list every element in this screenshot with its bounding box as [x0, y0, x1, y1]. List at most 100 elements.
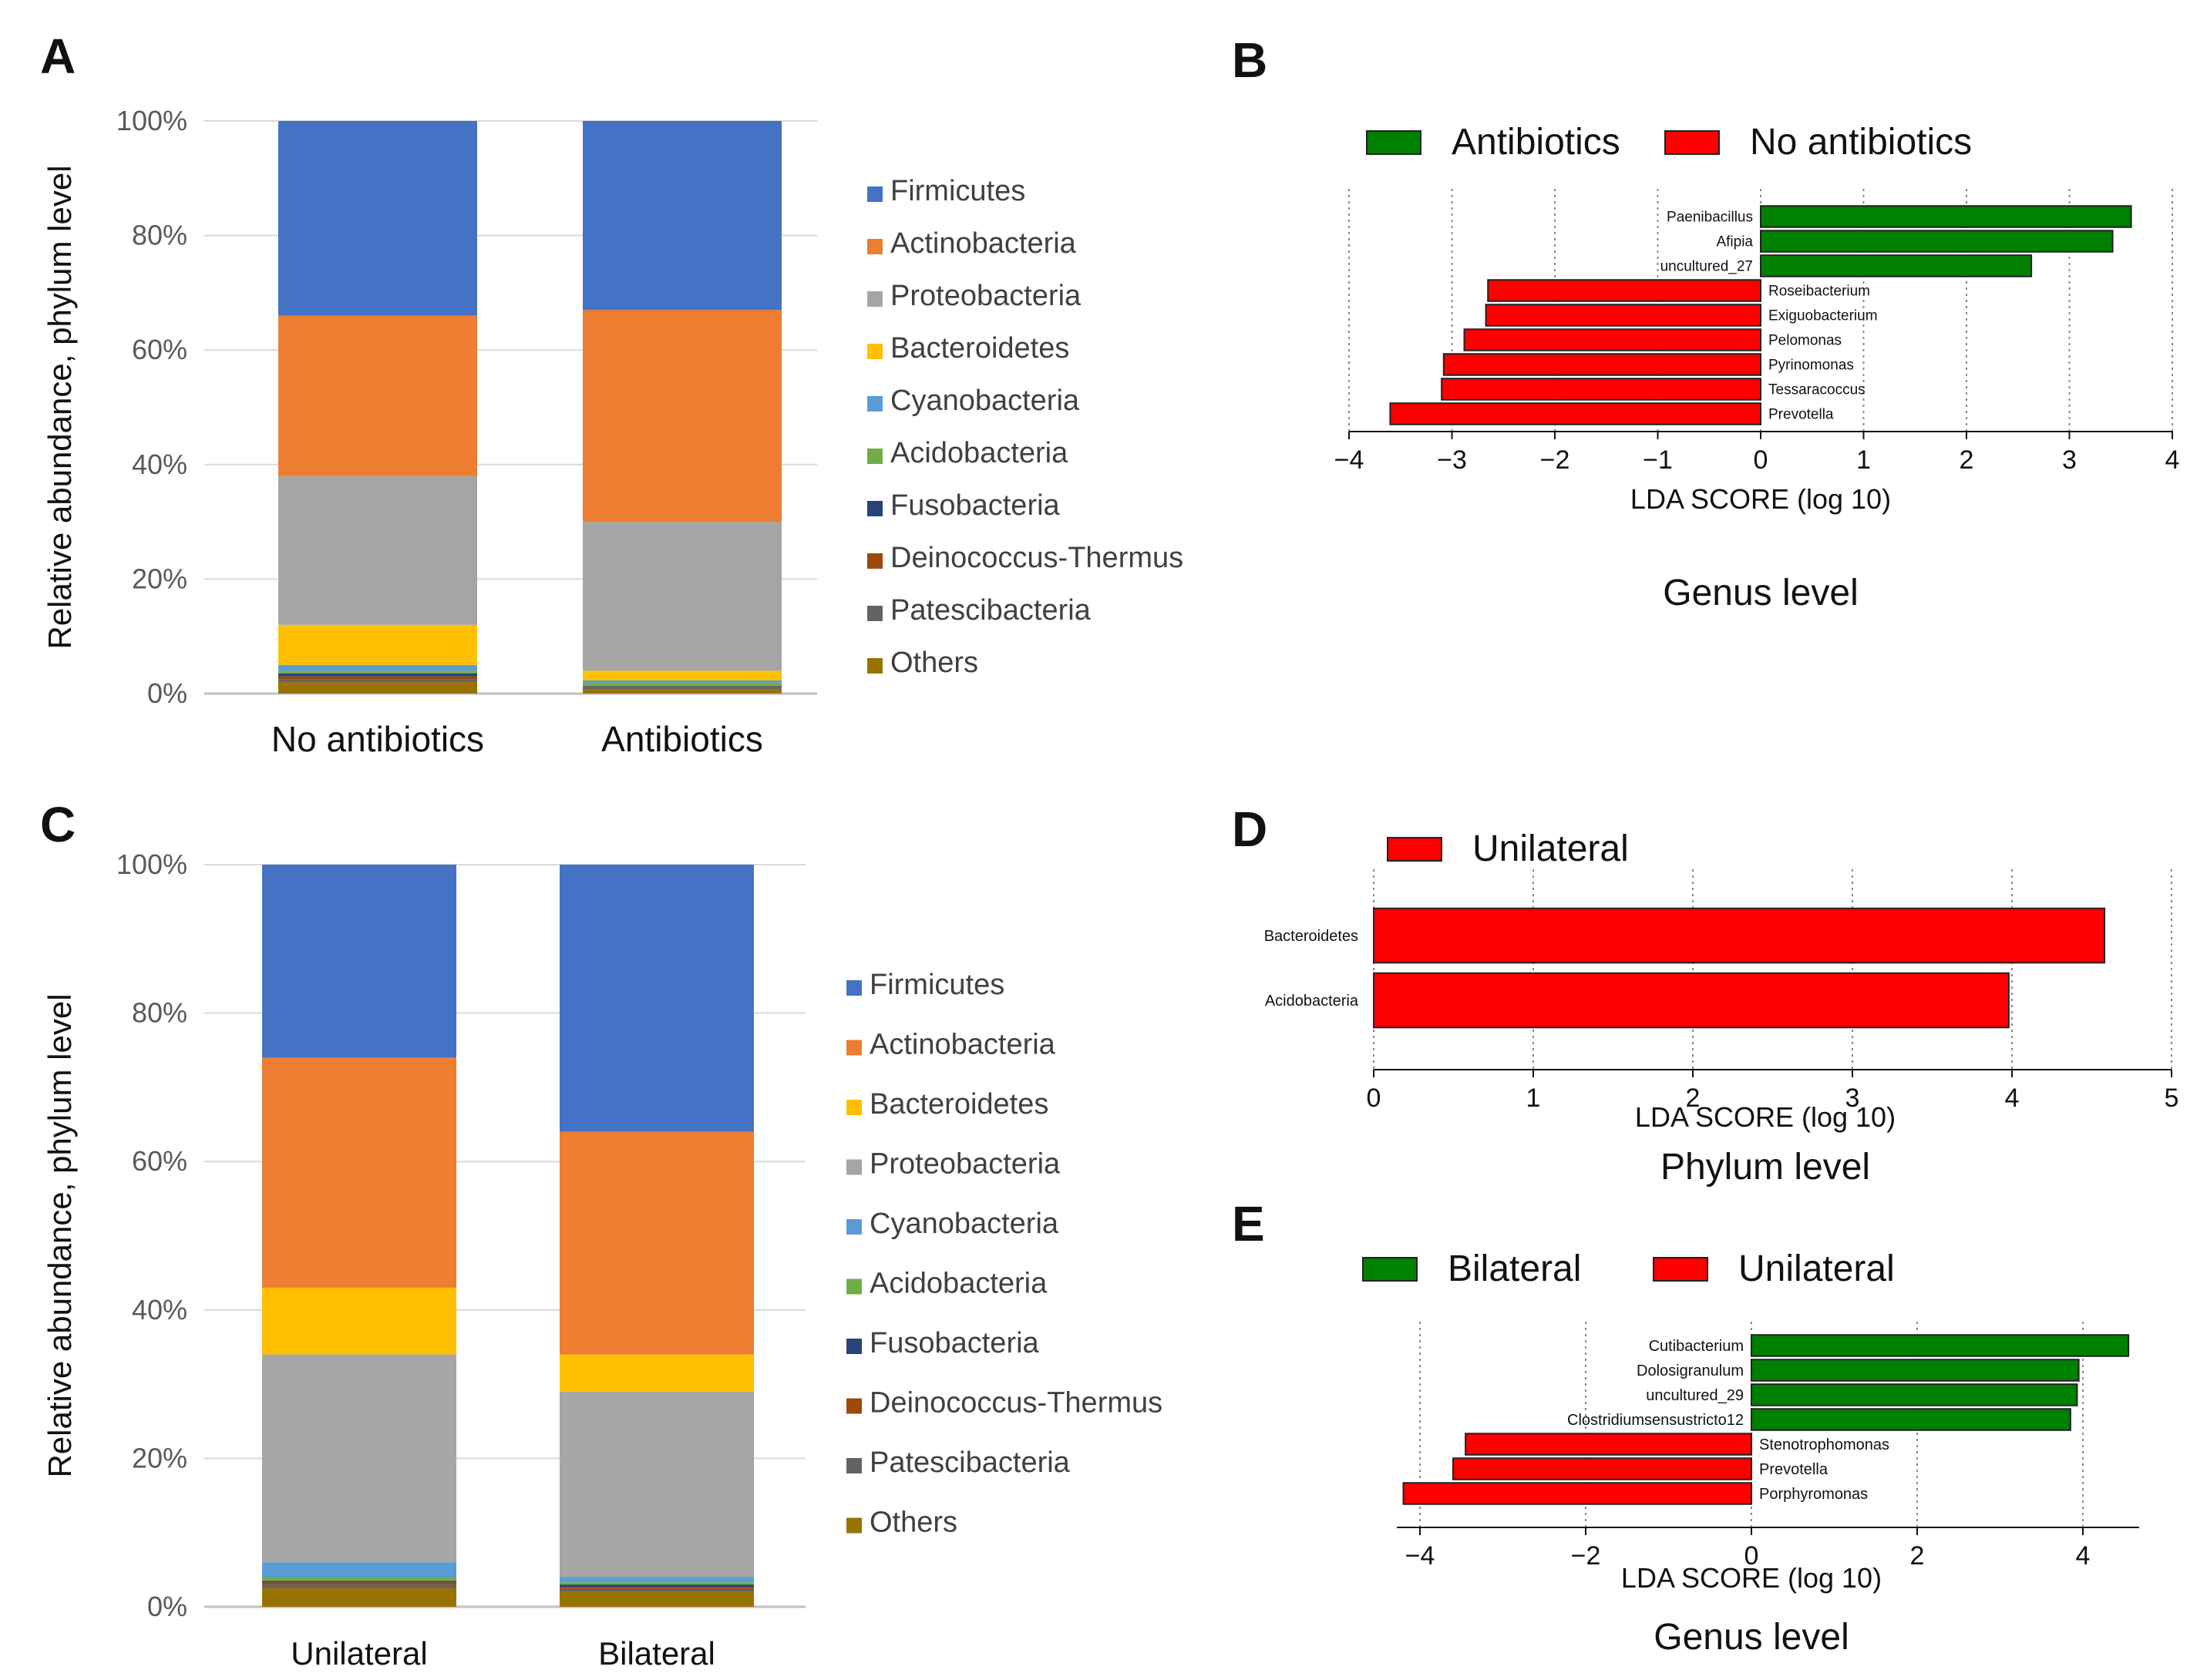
lda-bar-clostridiumsensustricto12 — [1751, 1408, 2071, 1431]
y-axis-label: Relative abundance, phylum level — [42, 165, 78, 649]
bar-segment-actinobacteria-bilateral — [560, 1131, 754, 1355]
x-tick-label: 1 — [1526, 1084, 1541, 1113]
legend-swatch-unilateral — [1387, 837, 1442, 862]
y-tick-label: 100% — [116, 105, 187, 136]
legend-label-fusobacteria: Fusobacteria — [890, 489, 1061, 522]
lda-bar-exiguobacterium — [1485, 304, 1762, 327]
x-category-label: Antibiotics — [601, 719, 763, 759]
legend-label-actinobacteria: Actinobacteria — [870, 1029, 1056, 1061]
legend-swatch-actinobacteria — [846, 1040, 862, 1056]
bar-segment-cyanobacteria-unilateral — [262, 1562, 456, 1578]
lda-bar-label: Pyrinomonas — [1768, 358, 1854, 374]
legend-swatch-proteobacteria — [846, 1159, 862, 1175]
bar-segment-bacteroidetes-unilateral — [262, 1287, 456, 1355]
bar-segment-fusobacteria-unilateral — [262, 1581, 456, 1583]
legend-label-cyanobacteria: Cyanobacteria — [870, 1208, 1059, 1240]
y-tick-label: 20% — [132, 563, 187, 594]
x-tick-label: 5 — [2165, 1084, 2179, 1113]
y-tick-label: 100% — [116, 848, 187, 880]
bar-segment-firmicutes-antibiotics — [583, 121, 782, 311]
lda-bar-prevotella — [1389, 402, 1762, 425]
legend-swatch-patescibacteria — [846, 1458, 862, 1473]
lda-bar-label: Stenotrophomonas — [1759, 1436, 1889, 1453]
lda-bar-bacteroidetes — [1373, 907, 2106, 964]
legend-swatch-cyanobacteria — [846, 1219, 862, 1235]
bar-segment-firmicutes-no-antibiotics — [278, 121, 477, 316]
bar-segment-acidobacteria-unilateral — [262, 1577, 456, 1581]
x-category-label: Bilateral — [598, 1635, 715, 1672]
bar-segment-fusobacteria-no-antibiotics — [278, 673, 477, 677]
legend-swatch-actinobacteria — [867, 239, 883, 254]
legend-label-deinococcus-thermus: Deinococcus-Thermus — [890, 542, 1183, 574]
bar-segment-patescibacteria-no-antibiotics — [278, 679, 477, 683]
bar-segment-deinococcus-thermus-unilateral — [262, 1582, 456, 1585]
bar-segment-cyanobacteria-antibiotics — [583, 680, 782, 683]
y-tick-label: 80% — [132, 997, 187, 1029]
x-axis-label: LDA SCORE (log 10) — [1630, 483, 1891, 515]
panel-letter-b: B — [1232, 32, 1267, 88]
legend-label-cyanobacteria: Cyanobacteria — [890, 385, 1080, 417]
legend-swatch-firmicutes — [867, 186, 883, 202]
bar-segment-deinococcus-thermus-bilateral — [560, 1586, 754, 1589]
legend-label-bacteroidetes: Bacteroidetes — [890, 332, 1069, 365]
x-tick-label: 4 — [2076, 1541, 2091, 1571]
legend-label-patescibacteria: Patescibacteria — [870, 1446, 1071, 1479]
panel-letter-d: D — [1232, 801, 1267, 857]
panel-c-stacked-bar-chart: 0% 20% 40% 60% 80% 100% Relative abundance, ph… — [42, 848, 1162, 1672]
legend-label-patescibacteria: Patescibacteria — [890, 594, 1092, 627]
lda-bar-label: uncultured_27 — [1660, 259, 1753, 275]
legend-swatch-deinococcus-thermus — [867, 553, 883, 569]
legend-swatch-deinococcus-thermus — [846, 1398, 862, 1414]
x-tick-label: −2 — [1571, 1541, 1601, 1571]
lda-bar-uncultured-29 — [1751, 1383, 2078, 1406]
lda-bar-pyrinomonas — [1442, 353, 1761, 376]
y-tick-label: 0% — [147, 677, 187, 709]
lda-bar-label: Afipia — [1716, 234, 1753, 250]
x-tick-label: 0 — [1744, 1541, 1759, 1571]
level-subtitle: Genus level — [1663, 573, 1858, 613]
legend-swatch-unilateral — [1653, 1257, 1708, 1282]
x-tick-label: −4 — [1334, 445, 1364, 475]
y-tick-label: 0% — [147, 1591, 187, 1622]
bar-segment-patescibacteria-unilateral — [262, 1584, 456, 1588]
y-tick-label: 80% — [132, 220, 187, 251]
lda-bar-cutibacterium — [1751, 1334, 2130, 1357]
bar-segment-acidobacteria-bilateral — [560, 1582, 754, 1585]
legend-swatch-fusobacteria — [867, 501, 883, 516]
legend-label-antibiotics: Antibiotics — [1452, 122, 1620, 163]
bar-segment-fusobacteria-antibiotics — [583, 686, 782, 687]
bar-segment-proteobacteria-no-antibiotics — [278, 475, 477, 625]
lda-bar-label: Paenibacillus — [1667, 210, 1753, 226]
legend-swatch-no-antibiotics — [1664, 130, 1720, 155]
legend-swatch-firmicutes — [846, 980, 862, 996]
bar-segment-actinobacteria-antibiotics — [583, 310, 782, 522]
legend-label-others: Others — [890, 647, 978, 679]
legend-label-firmicutes: Firmicutes — [870, 969, 1004, 1001]
legend-swatch-acidobacteria — [846, 1278, 862, 1295]
legend-label-proteobacteria: Proteobacteria — [870, 1148, 1061, 1181]
legend-label-firmicutes: Firmicutes — [890, 175, 1025, 207]
lda-bar-label: Bacteroidetes — [1264, 928, 1358, 945]
x-tick-label: 0 — [1754, 445, 1768, 475]
x-tick-label: 2 — [1910, 1541, 1925, 1571]
legend-swatch-bilateral — [1362, 1257, 1418, 1282]
panel-d-lda-chart: Bacteroidetes Acidobacteria 0 1 2 3 4 5 LDA SCOR… — [1264, 828, 2179, 1188]
panel-b-lda-chart: Paenibacillus Afipia uncultured_27 Roseibac… — [1334, 122, 2180, 613]
x-tick-label: 3 — [1845, 1084, 1860, 1113]
level-subtitle: Phylum level — [1660, 1147, 1870, 1188]
lda-bar-label: Dolosigranulum — [1637, 1362, 1744, 1379]
y-axis-label: Relative abundance, phylum level — [42, 993, 78, 1477]
panel-letter-e: E — [1232, 1196, 1265, 1252]
lda-bar-acidobacteria — [1373, 972, 2010, 1029]
lda-bar-label: uncultured_29 — [1646, 1387, 1744, 1404]
lda-bar-stenotrophomonas — [1465, 1433, 1752, 1456]
panel-letter-a: A — [40, 29, 76, 84]
bar-segment-cyanobacteria-bilateral — [560, 1577, 754, 1583]
lda-bar-afipia — [1760, 230, 2114, 253]
y-tick-label: 40% — [132, 449, 187, 480]
lda-bar-label: Prevotella — [1759, 1461, 1829, 1478]
y-tick-label: 20% — [132, 1442, 187, 1473]
x-tick-label: −4 — [1405, 1541, 1435, 1571]
bar-segment-cyanobacteria-no-antibiotics — [278, 664, 477, 671]
x-tick-label: 4 — [2165, 445, 2180, 475]
